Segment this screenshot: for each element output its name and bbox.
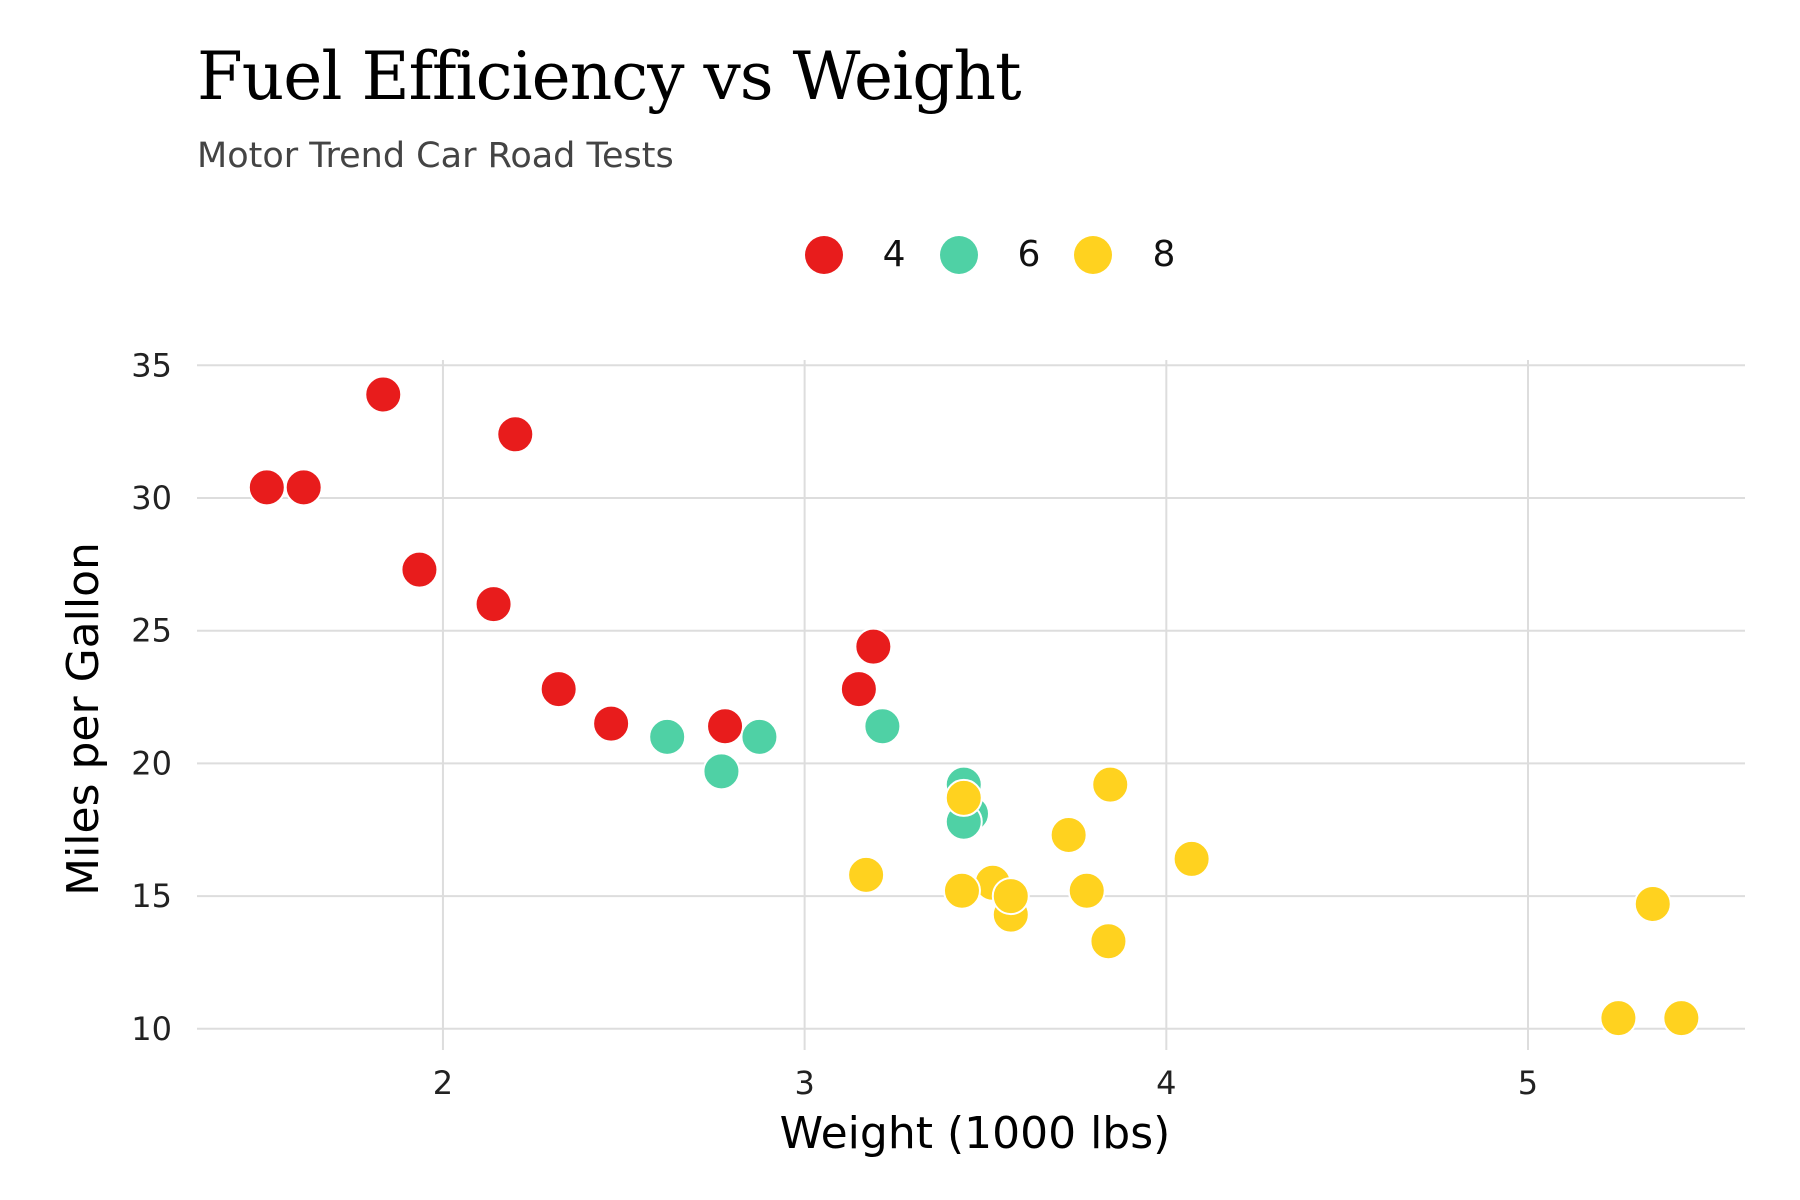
point-cyl8-12[interactable] bbox=[847, 855, 886, 894]
tick-labels: 10 15 20 25 30 35 2 3 4 5 bbox=[131, 346, 1538, 1102]
y-tick-label-20: 20 bbox=[131, 744, 172, 782]
y-axis-title: Miles per Gallon bbox=[58, 542, 109, 896]
point-cyl4-4[interactable] bbox=[284, 468, 323, 507]
point-cyl8-4[interactable] bbox=[1067, 871, 1106, 910]
point-cyl4-8[interactable] bbox=[474, 585, 513, 624]
point-cyl4-7[interactable] bbox=[400, 550, 439, 589]
point-cyl6-6[interactable] bbox=[702, 752, 741, 791]
x-axis-title: Weight (1000 lbs) bbox=[780, 1108, 1171, 1159]
point-cyl4-3[interactable] bbox=[496, 415, 535, 454]
point-cyl8-11[interactable] bbox=[1091, 765, 1130, 804]
point-cyl8-0[interactable] bbox=[944, 778, 983, 817]
point-cyl6-0[interactable] bbox=[648, 717, 687, 756]
point-cyl4-1[interactable] bbox=[854, 627, 893, 666]
point-cyl8-2[interactable] bbox=[1172, 839, 1211, 878]
x-tick-label-4: 4 bbox=[1156, 1064, 1176, 1102]
legend-item-4[interactable]: 4 bbox=[804, 234, 906, 275]
legend-label-8: 8 bbox=[1152, 234, 1176, 275]
legend-swatch-4 bbox=[804, 236, 843, 274]
legend: 4 6 8 bbox=[0, 236, 1800, 274]
chart-subtitle: Motor Trend Car Road Tests bbox=[197, 136, 674, 176]
point-cyl8-7[interactable] bbox=[1633, 885, 1672, 924]
grid-lines bbox=[197, 360, 1745, 1050]
chart-title: Fuel Efficiency vs Weight bbox=[197, 38, 1021, 115]
point-cyl8-6[interactable] bbox=[1662, 999, 1701, 1038]
point-cyl4-0[interactable] bbox=[539, 670, 578, 709]
data-points bbox=[247, 375, 1701, 1038]
point-cyl4-2[interactable] bbox=[839, 670, 878, 709]
point-cyl8-10[interactable] bbox=[1089, 922, 1128, 961]
y-tick-label-30: 30 bbox=[131, 479, 172, 517]
y-tick-label-25: 25 bbox=[131, 612, 172, 650]
point-cyl6-2[interactable] bbox=[863, 707, 902, 746]
point-cyl4-5[interactable] bbox=[364, 375, 403, 414]
point-cyl4-9[interactable] bbox=[247, 468, 286, 507]
y-tick-label-15: 15 bbox=[131, 877, 172, 915]
point-cyl8-13[interactable] bbox=[991, 877, 1030, 916]
legend-item-6[interactable]: 6 bbox=[939, 234, 1041, 275]
legend-label-4: 4 bbox=[882, 234, 906, 275]
x-tick-label-2: 2 bbox=[433, 1064, 453, 1102]
y-tick-label-10: 10 bbox=[131, 1010, 172, 1048]
point-cyl6-1[interactable] bbox=[740, 717, 779, 756]
point-cyl8-3[interactable] bbox=[1049, 816, 1088, 855]
legend-swatch-8 bbox=[1074, 236, 1113, 274]
y-tick-label-35: 35 bbox=[131, 346, 172, 384]
point-cyl4-10[interactable] bbox=[706, 707, 745, 746]
x-tick-label-5: 5 bbox=[1518, 1064, 1538, 1102]
legend-swatch-6 bbox=[939, 236, 978, 274]
legend-label-6: 6 bbox=[1017, 234, 1041, 275]
point-cyl4-6[interactable] bbox=[592, 704, 631, 743]
legend-item-8[interactable]: 8 bbox=[1074, 236, 1175, 274]
point-cyl8-5[interactable] bbox=[1599, 999, 1638, 1038]
point-cyl8-9[interactable] bbox=[942, 871, 981, 910]
x-tick-label-3: 3 bbox=[794, 1064, 814, 1102]
